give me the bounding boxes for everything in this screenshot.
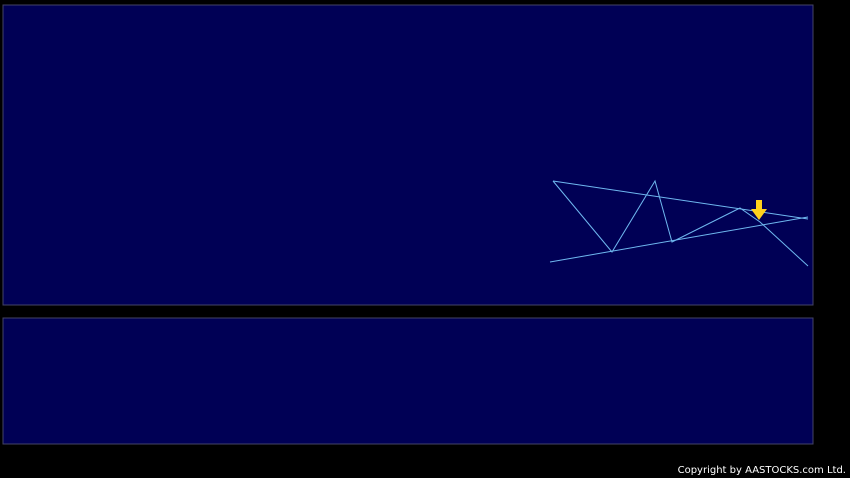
volume-panel: [2, 317, 814, 445]
copyright: Copyright by AASTOCKS.com Ltd.: [678, 465, 846, 476]
arrow-shaft: [756, 200, 762, 210]
arrow-head: [751, 209, 767, 220]
zigzag-line: [552, 179, 809, 267]
trend-line: [549, 216, 809, 263]
trend-lines: [549, 179, 809, 267]
signal-arrow: [751, 200, 767, 220]
price-panel: [2, 4, 814, 306]
trend-line: [552, 180, 809, 220]
